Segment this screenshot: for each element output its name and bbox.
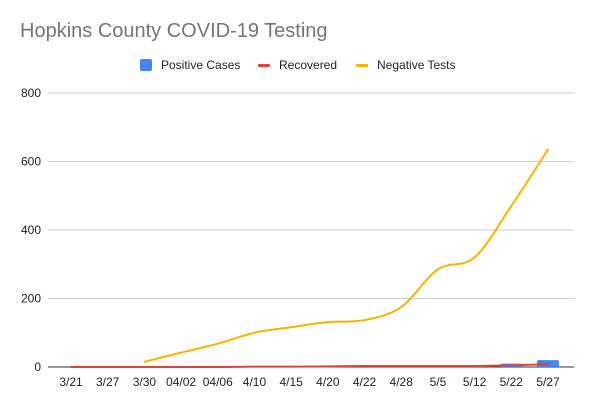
x-tick-label: 04/02 bbox=[166, 375, 196, 389]
y-tick-label: 200 bbox=[21, 292, 41, 306]
x-tick-label: 5/22 bbox=[500, 375, 524, 389]
x-tick-label: 4/20 bbox=[316, 375, 340, 389]
x-tick-label: 4/22 bbox=[353, 375, 377, 389]
x-tick-label: 3/27 bbox=[96, 375, 120, 389]
chart-title: Hopkins County COVID-19 Testing bbox=[20, 20, 328, 42]
x-tick-label: 3/30 bbox=[133, 375, 157, 389]
chart-legend: Positive Cases Recovered Negative Tests bbox=[0, 57, 595, 73]
x-tick-label: 3/21 bbox=[59, 375, 83, 389]
x-tick-label: 04/06 bbox=[203, 375, 233, 389]
legend-swatch bbox=[140, 59, 152, 71]
legend-swatch bbox=[356, 63, 368, 67]
legend-swatch bbox=[258, 63, 270, 67]
line-negative-tests bbox=[143, 148, 549, 363]
x-tick-label: 4/10 bbox=[243, 375, 267, 389]
y-tick-label: 800 bbox=[21, 86, 41, 100]
x-tick-label: 4/15 bbox=[279, 375, 303, 389]
y-tick-label: 400 bbox=[21, 223, 41, 237]
y-tick-label: 600 bbox=[21, 155, 41, 169]
legend-label: Positive Cases bbox=[161, 58, 241, 72]
legend-label: Negative Tests bbox=[377, 58, 456, 72]
legend-label: Recovered bbox=[279, 58, 338, 72]
legend-item: Recovered bbox=[258, 57, 337, 73]
legend-item: Positive Cases bbox=[140, 57, 240, 73]
x-tick-label: 5/12 bbox=[463, 375, 487, 389]
line-recovered bbox=[70, 363, 549, 369]
x-tick-label: 5/27 bbox=[536, 375, 560, 389]
x-tick-label: 4/28 bbox=[390, 375, 414, 389]
y-tick-label: 0 bbox=[34, 360, 41, 374]
legend-item: Negative Tests bbox=[356, 57, 456, 73]
x-tick-label: 5/5 bbox=[430, 375, 447, 389]
